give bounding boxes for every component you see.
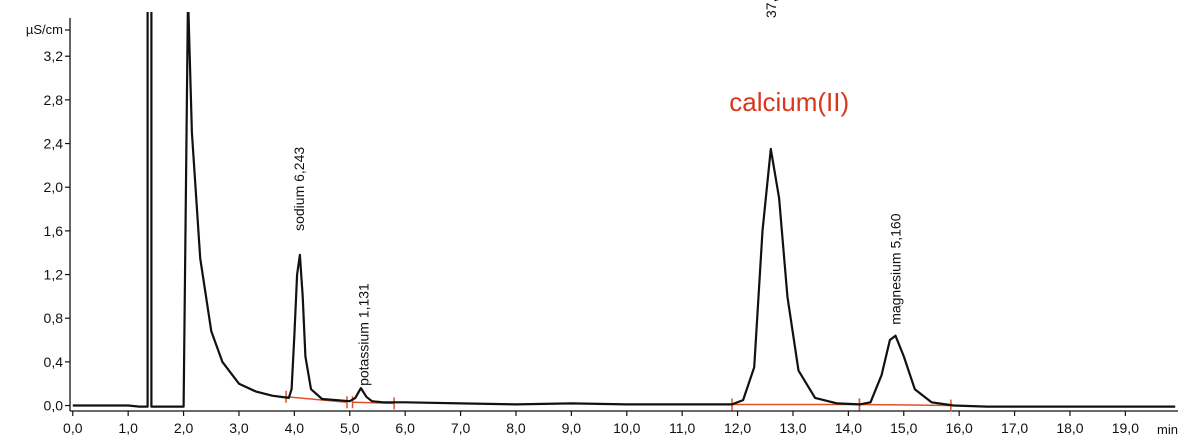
y-tick-label: 2,0	[44, 179, 64, 195]
peak-label: potassium 1,131	[356, 283, 372, 386]
x-tick-label: 17,0	[1001, 420, 1028, 436]
compound-name-label: calcium(II)	[729, 87, 849, 117]
peak-annotations: sodium 6,243 potassium 1,131 37,728 magnesi…	[291, 0, 904, 386]
x-tick-label: 11,0	[669, 420, 695, 436]
x-tick-label: 1,0	[118, 420, 138, 436]
axes	[69, 18, 1178, 412]
y-tick-label: 1,2	[44, 267, 64, 283]
x-tick-label: 4,0	[285, 420, 305, 436]
x-tick-label: 13,0	[779, 420, 806, 436]
y-axis-unit-label: µS/cm	[26, 22, 63, 37]
x-tick-label: 2,0	[174, 420, 194, 436]
integration-baseline	[859, 403, 951, 407]
x-axis-unit-label: min	[1157, 422, 1178, 437]
x-ticks: 0,0 1,0 2,0 3,0 4,0 5,0 6,0 7,0 8,0 9,0 10,0 11,0 12…	[63, 411, 1139, 436]
x-tick-label: 16,0	[946, 420, 973, 436]
y-tick-label: 2,4	[44, 136, 64, 152]
x-tick-label: 6,0	[395, 420, 415, 436]
x-tick-label: 18,0	[1056, 420, 1083, 436]
peak-label: 37,728	[763, 0, 779, 18]
x-tick-label: 10,0	[613, 420, 640, 436]
integration-baseline	[285, 396, 348, 404]
peak-label: magnesium 5,160	[887, 213, 903, 325]
y-tick-label: 2,8	[44, 92, 64, 108]
x-tick-label: 12,0	[724, 420, 751, 436]
x-tick-label: 8,0	[506, 420, 526, 436]
y-tick-label: 0,0	[44, 398, 64, 414]
peak-label: sodium 6,243	[291, 147, 307, 231]
y-ticks: 0,0 0,4 0,8 1,2 1,6 2,0 2,4 2,8 3,2	[44, 29, 70, 414]
x-tick-label: 3,0	[229, 420, 249, 436]
y-tick-label: 0,8	[44, 310, 64, 326]
x-tick-label: 9,0	[562, 420, 582, 436]
x-tick-label: 15,0	[890, 420, 917, 436]
y-tick-label: 0,4	[44, 354, 64, 370]
x-tick-label: 19,0	[1112, 420, 1139, 436]
x-tick-label: 14,0	[835, 420, 862, 436]
x-tick-label: 7,0	[451, 420, 471, 436]
y-tick-label: 3,2	[44, 48, 64, 64]
series-traces	[72, 12, 1176, 408]
x-tick-label: 0,0	[63, 420, 83, 436]
series-line	[72, 12, 1176, 408]
x-tick-label: 5,0	[340, 420, 360, 436]
integration-baselines	[285, 390, 952, 412]
y-tick-label: 1,6	[44, 223, 64, 239]
